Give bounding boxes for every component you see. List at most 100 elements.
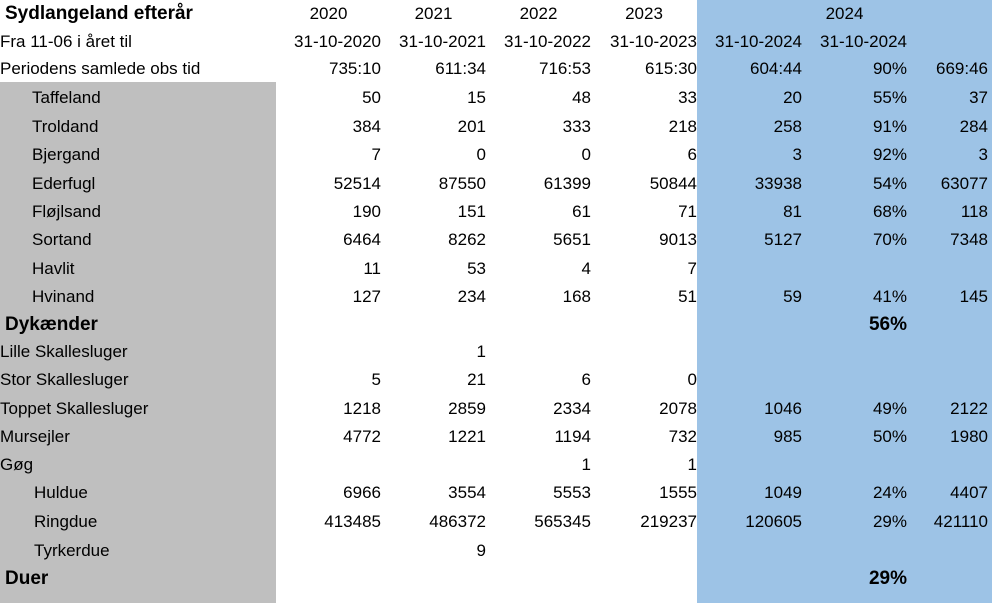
table-row: Gøg 1 1 <box>0 450 992 478</box>
table-row: Toppet Skallesluger 1218 2859 2334 2078 1046 4… <box>0 394 992 422</box>
value-cell: 732 <box>668 426 697 446</box>
value-cell: 71 <box>678 201 697 221</box>
sheet-title: Sydlangeland efterår <box>5 3 193 24</box>
value-cell: 0 <box>581 145 591 164</box>
value-cell <box>276 536 381 564</box>
header-period-row: Fra 11-06 i året til 31-10-2020 31-10-20… <box>0 27 992 55</box>
value-cell: 145 <box>959 287 988 306</box>
value-cell: 384 <box>352 116 381 136</box>
row-label: Huldue <box>34 483 88 502</box>
value-cell: 7 <box>687 258 697 278</box>
row-label: Dykænder <box>5 314 98 335</box>
obs-value: 90% <box>872 59 907 78</box>
value-cell: 5553 <box>553 483 591 502</box>
value-cell <box>907 365 992 394</box>
value-cell: 1980 <box>950 426 988 446</box>
pct-cell: 49% <box>872 398 907 418</box>
year-2020: 2020 <box>309 4 348 23</box>
value-cell <box>907 338 992 365</box>
value-cell <box>486 338 591 365</box>
value-cell <box>591 338 697 365</box>
table-row: Hvinand 127 234 168 51 59 41% 145 <box>0 282 992 311</box>
table-row: Huldue 6966 3554 5553 1555 1049 24% 4407 <box>0 478 992 507</box>
pct-cell <box>802 338 907 365</box>
pct-cell: 92% <box>872 145 907 164</box>
value-cell: 5651 <box>553 230 591 249</box>
period-date: 31-10-2020 <box>294 31 381 51</box>
value-cell: 20 <box>783 87 802 107</box>
period-date: 31-10-2022 <box>504 31 591 51</box>
pct-cell <box>802 254 907 282</box>
value-cell: 258 <box>773 116 802 136</box>
value-cell: 234 <box>457 287 486 306</box>
pct-cell: 54% <box>872 173 907 193</box>
value-cell: 5127 <box>764 230 802 249</box>
row-label: Havlit <box>32 258 75 278</box>
value-cell <box>907 254 992 282</box>
value-cell: 6 <box>687 145 697 164</box>
period-date: 31-10-2024 <box>820 31 907 51</box>
value-cell <box>276 564 381 592</box>
value-cell <box>697 564 802 592</box>
value-cell: 3554 <box>448 483 486 502</box>
table-row: Taffeland 50 15 48 33 20 55% 37 <box>0 82 992 112</box>
value-cell <box>276 450 381 478</box>
value-cell: 1218 <box>343 398 381 418</box>
blue-2024-shading <box>697 0 992 603</box>
value-cell: 486372 <box>429 512 486 531</box>
value-cell: 2122 <box>950 398 988 418</box>
value-cell: 413485 <box>324 512 381 531</box>
obs-value: 615:30 <box>645 59 697 78</box>
row-label: Troldand <box>32 116 99 136</box>
value-cell: 11 <box>363 258 381 278</box>
value-cell: 53 <box>467 258 486 278</box>
value-cell: 1194 <box>554 426 591 446</box>
row-label: Ringdue <box>34 512 98 531</box>
pct-cell: 56% <box>868 314 907 335</box>
period-date: 31-10-2023 <box>610 31 697 51</box>
row-label: Fløjlsand <box>32 201 101 221</box>
row-label: Stor Skallesluger <box>0 370 129 389</box>
value-cell: 4 <box>581 258 591 278</box>
pct-cell: 70% <box>872 230 907 249</box>
value-cell: 1221 <box>448 426 486 446</box>
value-cell: 219237 <box>640 512 697 531</box>
pct-cell: 41% <box>872 287 907 306</box>
header-obs-row: Periodens samlede obs tid 735:10 611:34 … <box>0 55 992 82</box>
value-cell <box>697 536 802 564</box>
value-cell: 2859 <box>448 398 486 418</box>
value-cell <box>276 338 381 365</box>
row-label: Bjergand <box>32 145 101 164</box>
value-cell <box>381 450 486 478</box>
value-cell <box>907 536 992 564</box>
value-cell: 1049 <box>764 483 802 502</box>
value-cell: 3 <box>978 145 988 164</box>
value-cell: 52514 <box>333 173 381 193</box>
value-cell <box>697 254 802 282</box>
row-label: Tyrkerdue <box>34 540 110 560</box>
table-row: Ederfugl 52514 87550 61399 50844 33938 54% 6307… <box>0 169 992 197</box>
value-cell: 50 <box>362 87 381 107</box>
value-cell: 63077 <box>940 173 988 193</box>
value-cell: 0 <box>476 145 486 164</box>
row-label: Taffeland <box>32 87 101 107</box>
value-cell: 4407 <box>950 483 988 502</box>
table-row: Mursejler 4772 1221 1194 732 985 50% 1980 <box>0 422 992 450</box>
obs-value: 716:53 <box>539 59 591 78</box>
value-cell: 985 <box>773 426 802 446</box>
value-cell: 1 <box>687 454 697 474</box>
pct-cell <box>802 450 907 478</box>
value-cell: 6 <box>581 370 591 389</box>
pct-cell: 50% <box>872 426 907 446</box>
value-cell: 37 <box>969 87 988 107</box>
value-cell: 218 <box>668 116 697 136</box>
value-cell <box>907 564 992 592</box>
value-cell: 9 <box>476 540 486 560</box>
pct-cell: 55% <box>872 87 907 107</box>
value-cell <box>907 450 992 478</box>
table-row: Ringdue 413485 486372 565345 219237 120605 29%… <box>0 507 992 536</box>
value-cell <box>486 311 591 338</box>
table-row: Havlit 11 53 4 7 <box>0 254 992 282</box>
group-total-row: Duer 29% <box>0 564 992 592</box>
value-cell: 565345 <box>534 512 591 531</box>
